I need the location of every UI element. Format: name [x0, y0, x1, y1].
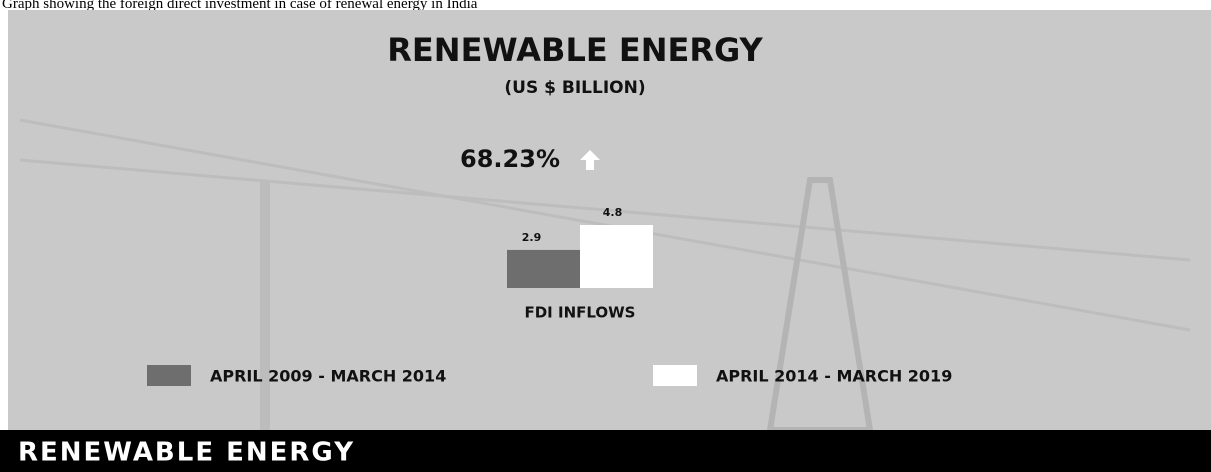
chart-title: RENEWABLE ENERGY	[387, 31, 763, 69]
footer-band	[0, 430, 1211, 472]
value-label: 2.9	[522, 231, 542, 244]
bar	[507, 249, 580, 288]
annotation: 68.23%	[460, 145, 560, 173]
caption: Graph showing the foreign direct investm…	[2, 0, 478, 12]
legend-label: APRIL 2009 - MARCH 2014	[210, 367, 446, 386]
footer-title: RENEWABLE ENERGY	[18, 438, 355, 468]
decor-turbine	[260, 180, 270, 430]
up-arrow	[580, 150, 600, 170]
legend-swatch	[653, 365, 697, 386]
chart-subtitle: (US $ BILLION)	[504, 78, 645, 98]
bar	[580, 225, 653, 288]
legend-swatch	[147, 365, 191, 386]
background	[8, 10, 1211, 430]
decor-line	[19, 158, 1191, 262]
legend-label: APRIL 2014 - MARCH 2019	[716, 367, 952, 386]
x-tick-label: FDI INFLOWS	[524, 304, 635, 322]
value-label: 4.8	[603, 206, 623, 219]
